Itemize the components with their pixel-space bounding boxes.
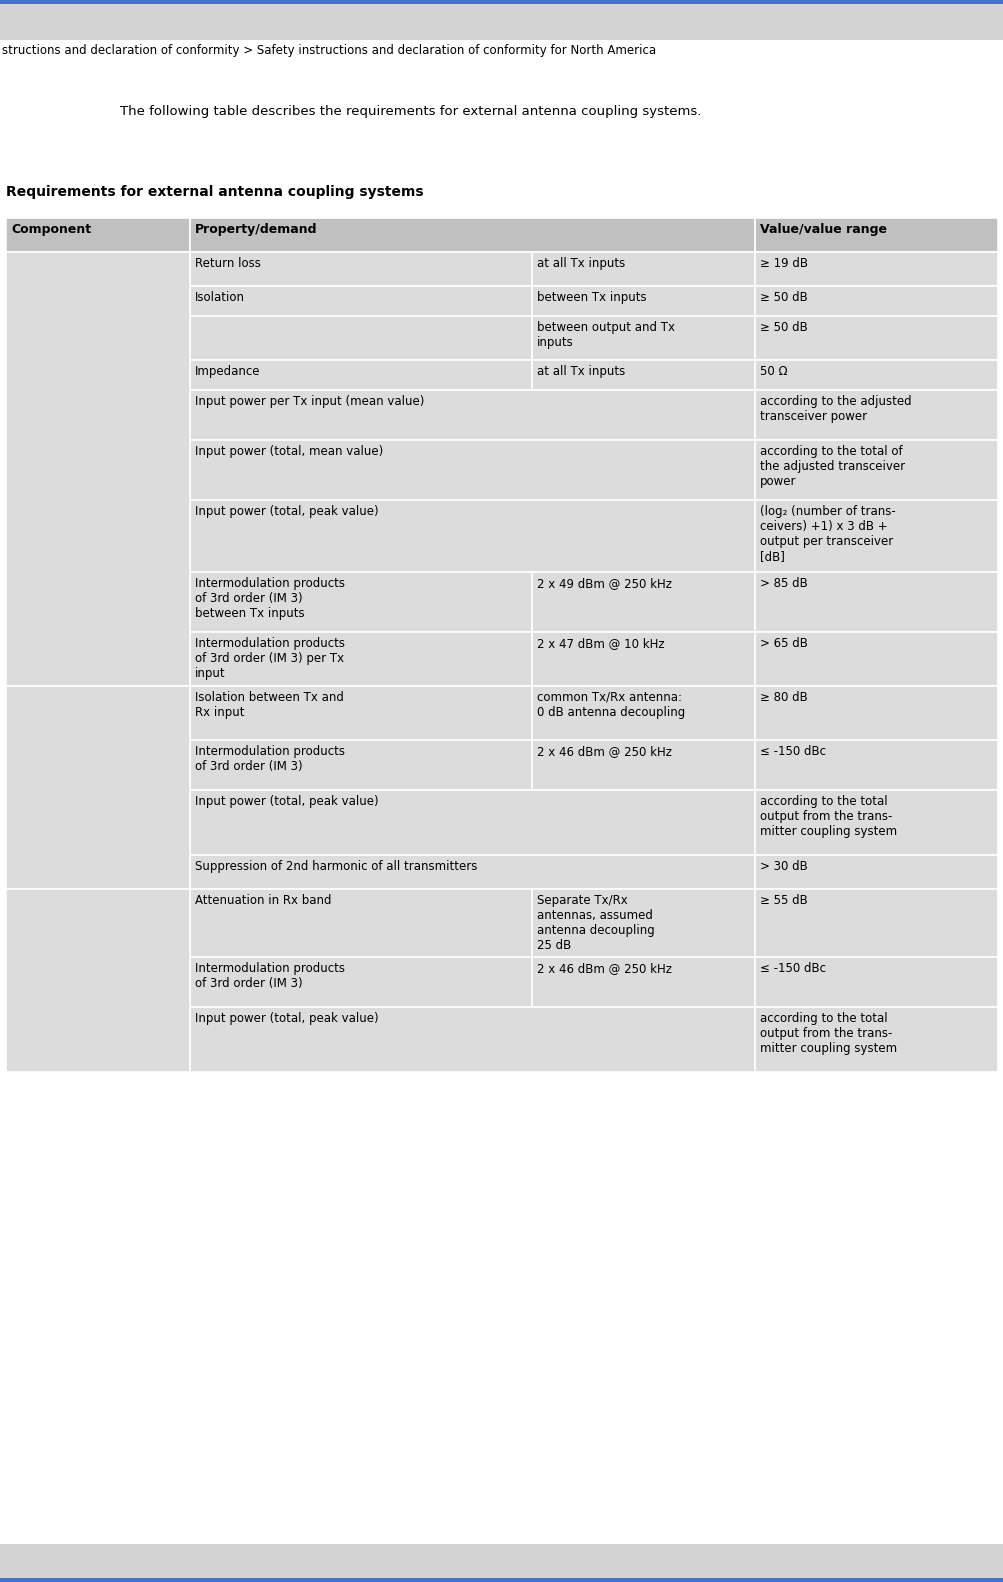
- Bar: [532, 316, 754, 361]
- Bar: [6, 573, 997, 631]
- Bar: [6, 316, 997, 361]
- Bar: [754, 361, 997, 391]
- Bar: [190, 218, 754, 252]
- Bar: [754, 500, 997, 573]
- Text: ≥ 50 dB: ≥ 50 dB: [759, 321, 806, 334]
- Text: at all Tx inputs: at all Tx inputs: [537, 365, 625, 378]
- Bar: [754, 789, 997, 854]
- Text: between Tx inputs: between Tx inputs: [537, 291, 646, 304]
- Text: 15: 15: [979, 1549, 995, 1561]
- Text: 2 x 46 dBm @ 250 kHz: 2 x 46 dBm @ 250 kHz: [537, 745, 671, 758]
- Text: Input power (total, peak value): Input power (total, peak value): [195, 796, 378, 808]
- Text: Separate Tx/Rx
antennas, assumed
antenna decoupling
25 dB: Separate Tx/Rx antennas, assumed antenna…: [537, 894, 654, 952]
- Text: Impedance: Impedance: [195, 365, 260, 378]
- Bar: [532, 286, 754, 316]
- Bar: [6, 218, 190, 252]
- Bar: [754, 440, 997, 500]
- Bar: [190, 361, 532, 391]
- Text: ≥ 19 dB: ≥ 19 dB: [759, 256, 807, 271]
- Text: according to the total
output from the trans-
mitter coupling system: according to the total output from the t…: [759, 1012, 897, 1055]
- Text: 2 x 47 dBm @ 10 kHz: 2 x 47 dBm @ 10 kHz: [537, 638, 664, 650]
- Bar: [6, 440, 997, 500]
- Text: at all Tx inputs: at all Tx inputs: [537, 256, 625, 271]
- Bar: [754, 252, 997, 286]
- Bar: [6, 391, 997, 440]
- Bar: [532, 361, 754, 391]
- Bar: [6, 361, 997, 391]
- Text: ≥ 80 dB: ≥ 80 dB: [759, 691, 806, 704]
- Bar: [6, 252, 997, 286]
- Bar: [6, 631, 997, 687]
- Bar: [190, 1008, 754, 1073]
- Text: structions and declaration of conformity > Safety instructions and declaration o: structions and declaration of conformity…: [2, 44, 656, 57]
- Text: Intermodulation products
of 3rd order (IM 3) per Tx
input: Intermodulation products of 3rd order (I…: [195, 638, 344, 680]
- Text: Attenuation in Rx band: Attenuation in Rx band: [195, 894, 331, 906]
- Text: Component: Component: [11, 223, 91, 236]
- Bar: [754, 391, 997, 440]
- Bar: [6, 252, 190, 687]
- Text: (log₂ (number of trans-
ceivers) +1) x 3 dB +
output per transceiver
[dB]: (log₂ (number of trans- ceivers) +1) x 3…: [759, 505, 895, 563]
- Bar: [754, 631, 997, 687]
- Bar: [532, 889, 754, 957]
- Bar: [0, 1577, 1003, 1582]
- Bar: [190, 740, 532, 789]
- Text: Suppression of 2nd harmonic of all transmitters: Suppression of 2nd harmonic of all trans…: [195, 861, 476, 873]
- Bar: [6, 854, 997, 889]
- Text: between output and Tx
inputs: between output and Tx inputs: [537, 321, 674, 350]
- Bar: [6, 889, 190, 1073]
- Text: DIB-R5 flexibleTx: DIB-R5 flexibleTx: [8, 6, 137, 19]
- Bar: [6, 687, 997, 740]
- Bar: [190, 286, 532, 316]
- Bar: [190, 440, 754, 500]
- Bar: [190, 631, 532, 687]
- Text: according to the total of
the adjusted transceiver
power: according to the total of the adjusted t…: [759, 445, 904, 487]
- Text: Input power (total, mean value): Input power (total, mean value): [195, 445, 382, 459]
- Bar: [190, 957, 532, 1008]
- Bar: [532, 573, 754, 631]
- Text: Intermodulation products
of 3rd order (IM 3): Intermodulation products of 3rd order (I…: [195, 745, 344, 774]
- Bar: [6, 957, 997, 1008]
- Text: ≥ 50 dB: ≥ 50 dB: [759, 291, 806, 304]
- Bar: [6, 1008, 997, 1073]
- Text: Input power (total, peak value): Input power (total, peak value): [195, 1012, 378, 1025]
- Bar: [754, 1008, 997, 1073]
- Text: Input power per Tx input (mean value): Input power per Tx input (mean value): [195, 396, 423, 408]
- Bar: [190, 687, 532, 740]
- Bar: [6, 286, 997, 316]
- Bar: [0, 0, 1003, 5]
- Text: Transmitter coupling
system: Transmitter coupling system: [11, 258, 132, 286]
- Bar: [754, 740, 997, 789]
- Bar: [754, 218, 997, 252]
- Text: Intermodulation products
of 3rd order (IM 3): Intermodulation products of 3rd order (I…: [195, 962, 344, 990]
- Text: Intermodulation products
of 3rd order (IM 3)
between Tx inputs: Intermodulation products of 3rd order (I…: [195, 577, 344, 620]
- Bar: [190, 500, 754, 573]
- Bar: [6, 687, 190, 889]
- Text: Value/value range: Value/value range: [759, 223, 886, 236]
- Bar: [754, 889, 997, 957]
- Bar: [754, 957, 997, 1008]
- Text: Duplex filter (with
common Tx/Rx antenna): Duplex filter (with common Tx/Rx antenna…: [11, 691, 156, 720]
- Bar: [754, 316, 997, 361]
- Text: 2 x 49 dBm @ 250 kHz: 2 x 49 dBm @ 250 kHz: [537, 577, 671, 590]
- Text: Property/demand: Property/demand: [195, 223, 317, 236]
- Bar: [190, 573, 532, 631]
- Text: Safety regulations: Safety regulations: [857, 6, 995, 19]
- Bar: [6, 889, 997, 957]
- Text: Transmitting filter: Transmitting filter: [11, 895, 116, 908]
- Text: > 85 dB: > 85 dB: [759, 577, 806, 590]
- Bar: [190, 316, 532, 361]
- Text: Operation Manual 90DIBR5flexibleTxOM02 - 1.2: Operation Manual 90DIBR5flexibleTxOM02 -…: [8, 1549, 307, 1561]
- Text: Isolation between Tx and
Rx input: Isolation between Tx and Rx input: [195, 691, 343, 718]
- Bar: [532, 252, 754, 286]
- Bar: [190, 889, 532, 957]
- Text: Input power (total, peak value): Input power (total, peak value): [195, 505, 378, 517]
- Bar: [190, 789, 754, 854]
- Bar: [754, 573, 997, 631]
- Text: The following table describes the requirements for external antenna coupling sys: The following table describes the requir…: [120, 104, 701, 119]
- Bar: [6, 789, 997, 854]
- Bar: [532, 687, 754, 740]
- Bar: [532, 957, 754, 1008]
- Bar: [754, 854, 997, 889]
- Text: ≤ -150 dBc: ≤ -150 dBc: [759, 745, 825, 758]
- Text: ≤ -150 dBc: ≤ -150 dBc: [759, 962, 825, 975]
